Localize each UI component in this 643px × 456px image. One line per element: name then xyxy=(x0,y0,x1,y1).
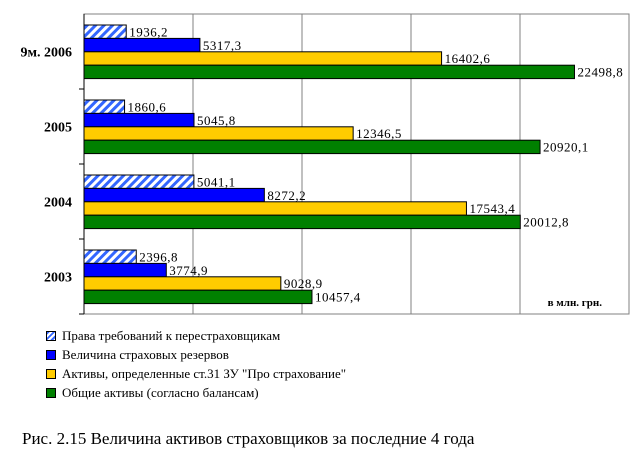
legend-swatch xyxy=(46,330,56,341)
bar xyxy=(83,262,167,278)
data-label: 1936,2 xyxy=(129,24,168,39)
legend-swatch xyxy=(46,387,56,398)
legend-label: Общие активы (согласно балансам) xyxy=(62,384,259,400)
legend-item: Величина страховых резервов xyxy=(46,345,346,364)
bar xyxy=(83,249,137,264)
data-label: 22498,8 xyxy=(577,65,623,80)
bar xyxy=(83,51,443,66)
data-label: 20920,1 xyxy=(543,140,589,155)
chart-title: Рис. 2.15 Величина активов страховщиков … xyxy=(22,429,475,448)
bar-chart: 9м. 2006 1936,2 5317,3 16402,6 22498,8 2005 18… xyxy=(20,13,630,315)
bar xyxy=(83,214,521,230)
unit-label: в млн. грн. xyxy=(548,297,603,309)
data-label: 5045,8 xyxy=(197,113,236,128)
bar xyxy=(83,201,467,216)
legend: Права требований к перестраховщикам Велич… xyxy=(46,326,346,402)
category-label: 2005 xyxy=(44,121,72,136)
bar xyxy=(83,112,195,128)
bar xyxy=(83,187,265,203)
data-label: 3774,9 xyxy=(169,263,208,278)
bar xyxy=(83,64,575,80)
data-label: 8272,2 xyxy=(267,188,306,203)
bar xyxy=(83,174,195,189)
bar xyxy=(83,24,127,39)
data-label: 10457,4 xyxy=(315,290,361,305)
bar xyxy=(83,126,354,141)
bar xyxy=(83,139,541,155)
bar xyxy=(83,37,201,53)
data-label: 5041,1 xyxy=(197,174,236,189)
legend-label: Активы, определенные ст.31 ЗУ "Про страх… xyxy=(62,365,347,381)
data-label: 1860,6 xyxy=(128,99,167,114)
legend-item: Общие активы (согласно балансам) xyxy=(46,383,346,402)
legend-swatch xyxy=(46,368,56,379)
data-label: 12346,5 xyxy=(356,126,402,141)
data-label: 2396,8 xyxy=(139,249,178,264)
category-label: 2004 xyxy=(44,196,72,211)
legend-item: Права требований к перестраховщикам xyxy=(46,326,346,345)
bar xyxy=(83,289,313,305)
bar xyxy=(83,99,126,114)
data-label: 5317,3 xyxy=(203,38,242,53)
legend-label: Права требований к перестраховщикам xyxy=(62,327,281,343)
legend-swatch xyxy=(46,349,56,360)
bar xyxy=(83,276,282,291)
category-label: 9м. 2006 xyxy=(20,46,72,61)
data-label: 20012,8 xyxy=(523,215,569,230)
data-label: 16402,6 xyxy=(445,51,491,66)
legend-item: Активы, определенные ст.31 ЗУ "Про страх… xyxy=(46,364,346,383)
legend-label: Величина страховых резервов xyxy=(62,346,229,362)
data-label: 9028,9 xyxy=(284,276,323,291)
data-label: 17543,4 xyxy=(469,201,515,216)
category-label: 2003 xyxy=(44,271,72,286)
